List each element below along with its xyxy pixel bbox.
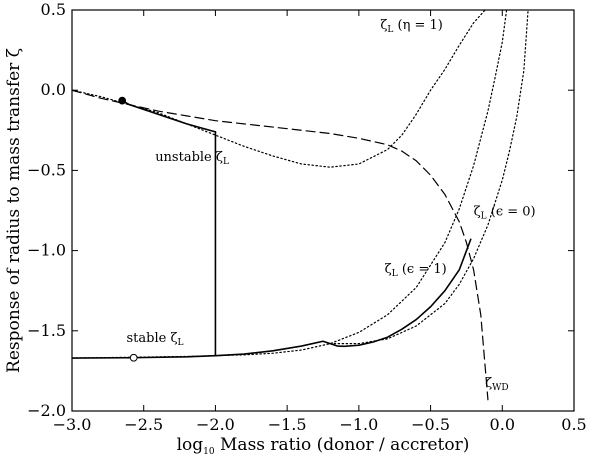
x-tick-label-4: −1.0 (339, 415, 378, 434)
y-tick-label-3: −0.5 (27, 160, 66, 179)
y-tick-label-0: −2.0 (27, 401, 66, 420)
y-axis-label: Response of radius to mass transfer ζ (4, 48, 24, 373)
x-tick-label-2: −2.0 (196, 415, 235, 434)
x-tick-label-3: −1.5 (268, 415, 307, 434)
annotations: ζL (η = 1) unstable ζL ζL (ϵ = 0) ζL (ϵ = 1… (127, 18, 536, 393)
series-group (72, 10, 529, 401)
y-tick-label-2: −1.0 (27, 241, 66, 260)
x-tick-label-1: −2.5 (124, 415, 163, 434)
y-tick-label-5: 0.5 (41, 0, 66, 19)
annotation-3: ζL (ϵ = 1) (385, 262, 447, 279)
plot-area (72, 10, 529, 401)
data-marker-0 (118, 96, 127, 105)
axes: −3.0 −2.5 −2.0 −1.5 −1.0 −0.5 0.0 0.5 −2.0 −1.5 −1… (4, 0, 587, 456)
x-axis-label: log10 Mass ratio (donor / accretor) (177, 435, 470, 456)
y-tick-label-4: 0.0 (41, 80, 66, 99)
x-tick-label-7: 0.5 (561, 415, 586, 434)
x-tick-label-6: 0.0 (490, 415, 515, 434)
series-line-4-solid (121, 99, 217, 133)
x-tick-label-5: −0.5 (411, 415, 450, 434)
series-line-1-dotted (72, 10, 486, 168)
axes-frame (71, 9, 575, 412)
series-line-2-dotted (72, 10, 508, 359)
x-tick-label-0: −3.0 (53, 415, 92, 434)
annotation-1: unstable ζL (155, 150, 229, 167)
series-line-0-dashed (72, 89, 489, 401)
annotation-5: ζWD (485, 376, 509, 393)
series-line-6-solid (72, 238, 472, 359)
annotation-4: stable ζL (127, 331, 184, 348)
data-marker-1 (129, 353, 138, 362)
y-tick-label-1: −1.5 (27, 321, 66, 340)
annotation-0: ζL (η = 1) (380, 18, 443, 35)
series-line-3-dotted (329, 10, 529, 345)
annotation-2: ζL (ϵ = 0) (474, 204, 536, 221)
